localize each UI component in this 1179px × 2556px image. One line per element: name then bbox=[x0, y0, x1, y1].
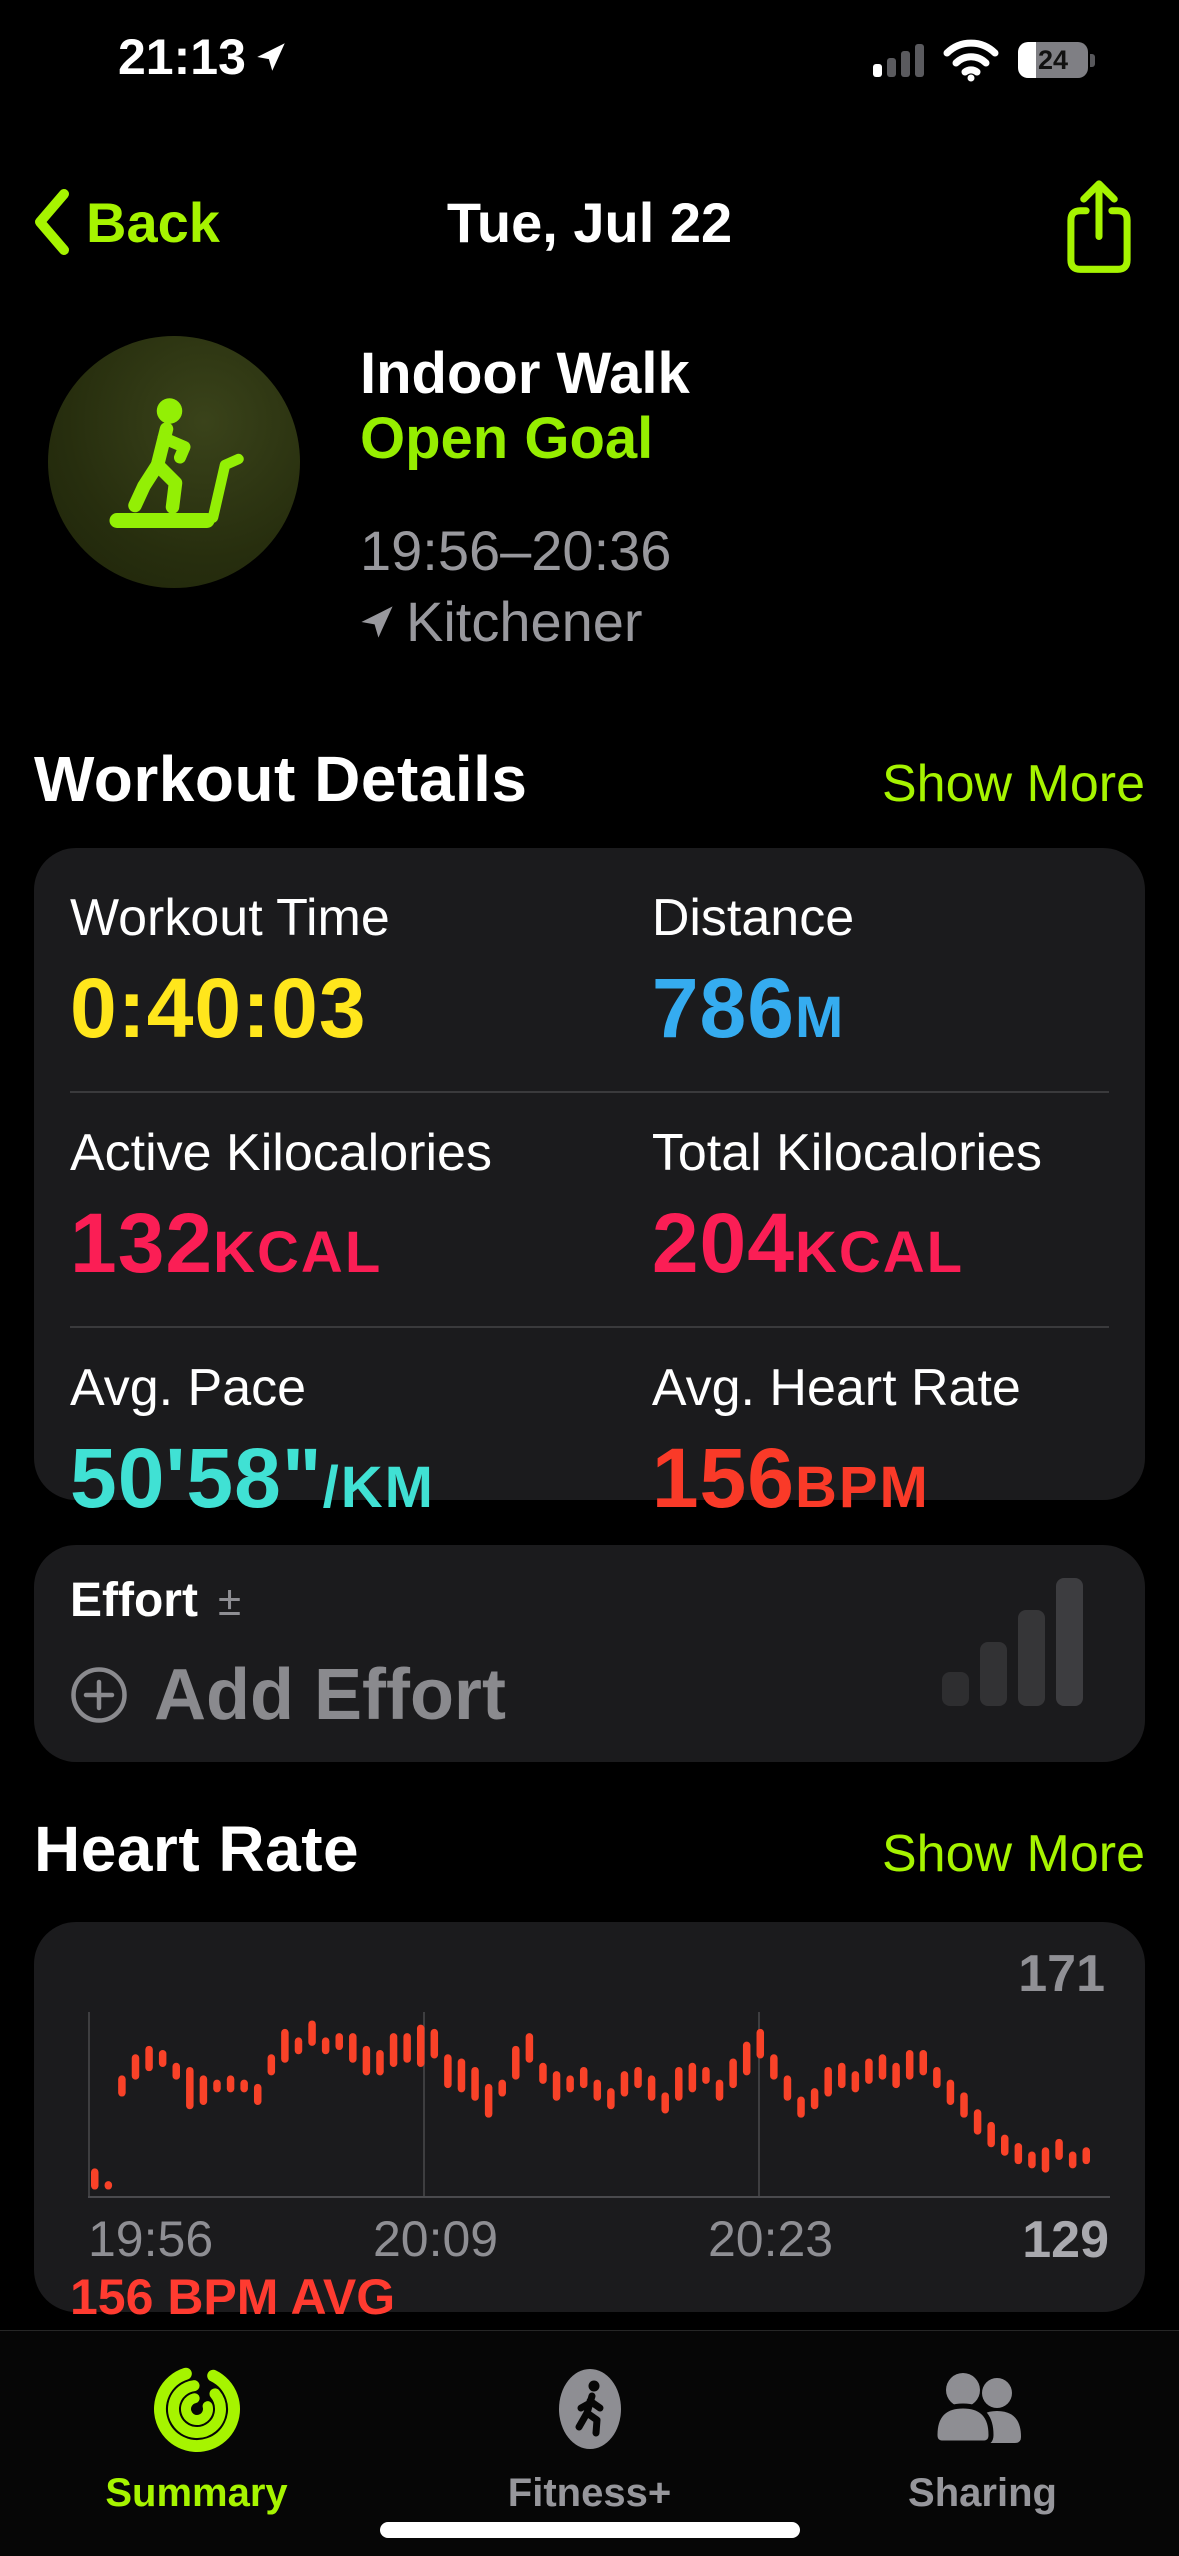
plus-circle-icon bbox=[71, 1667, 127, 1723]
gridline bbox=[423, 2012, 425, 2198]
heart-rate-header: Heart Rate Show More bbox=[34, 1812, 1145, 1886]
metric-workout-time: Workout Time 0:40:03 bbox=[70, 889, 390, 1055]
location-services-icon bbox=[257, 43, 285, 71]
tab-summary-label: Summary bbox=[105, 2471, 288, 2515]
location-arrow-icon bbox=[361, 606, 393, 638]
heart-rate-title: Heart Rate bbox=[34, 1813, 360, 1885]
back-label: Back bbox=[86, 190, 220, 254]
treadmill-walk-icon bbox=[109, 398, 244, 528]
wifi-icon bbox=[943, 39, 999, 82]
chevron-left-icon bbox=[35, 189, 69, 255]
workout-details-show-more[interactable]: Show More bbox=[882, 755, 1145, 813]
plus-minus-icon: ± bbox=[217, 1576, 242, 1624]
workout-details-card: Workout Time 0:40:03 Distance 786M Activ… bbox=[34, 848, 1145, 1525]
workout-time-range: 19:56–20:36 bbox=[360, 519, 672, 583]
tab-fitness-plus[interactable]: Fitness+ bbox=[393, 2331, 786, 2556]
status-time: 21:13 bbox=[118, 28, 286, 86]
fitness-plus-icon bbox=[558, 2369, 621, 2449]
heart-rate-max-label: 171 bbox=[1018, 1945, 1105, 2003]
gridline bbox=[88, 2012, 90, 2198]
tab-bar: Summary Fitness+ Shari bbox=[0, 2330, 1179, 2556]
clock-text: 21:13 bbox=[118, 29, 246, 85]
back-button[interactable]: Back bbox=[30, 186, 220, 258]
battery-percent: 24 bbox=[1037, 44, 1069, 75]
metric-total-kilocalories: Total Kilocalories 204KCAL bbox=[651, 1124, 1043, 1290]
metric-avg-pace: Avg. Pace 50'58"/KM bbox=[70, 1359, 435, 1525]
location-name: Kitchener bbox=[406, 590, 643, 654]
x-tick: 19:56 bbox=[88, 2211, 214, 2267]
heart-rate-avg-label: 156 BPM AVG bbox=[70, 2269, 396, 2325]
tab-sharing-label: Sharing bbox=[908, 2471, 1057, 2515]
cellular-signal-icon bbox=[873, 43, 924, 77]
x-tick: 20:23 bbox=[707, 2211, 834, 2267]
metric-distance: Distance 786M bbox=[651, 889, 855, 1055]
chart-x-axis: 19:56 20:09 20:23 bbox=[34, 2210, 1145, 2267]
home-indicator[interactable] bbox=[379, 2522, 800, 2538]
battery-icon: 24 bbox=[1018, 42, 1095, 78]
status-bar: 21:13 24 bbox=[0, 0, 1179, 120]
tab-fitness-plus-label: Fitness+ bbox=[507, 2471, 672, 2515]
chart-baseline bbox=[88, 2196, 1110, 2198]
status-icons: 24 bbox=[873, 38, 1095, 82]
share-button[interactable] bbox=[1061, 178, 1137, 274]
add-effort-label: Add Effort bbox=[154, 1655, 506, 1735]
heart-rate-card[interactable]: 171 19:56 20:09 20:23 129 156 BPM AVG bbox=[34, 1922, 1145, 2325]
heart-rate-bars bbox=[91, 2020, 1090, 2190]
tab-sharing[interactable]: Sharing bbox=[786, 2331, 1179, 2556]
effort-title: Effort bbox=[70, 1574, 198, 1627]
heart-rate-show-more[interactable]: Show More bbox=[882, 1825, 1145, 1883]
add-effort-button[interactable]: Add Effort bbox=[70, 1654, 1109, 1736]
effort-card[interactable]: Effort ± Add Effort bbox=[34, 1545, 1145, 1762]
share-icon bbox=[1067, 180, 1131, 273]
metric-avg-heart-rate: Avg. Heart Rate 156BPM bbox=[651, 1359, 1021, 1525]
page-title: Tue, Jul 22 bbox=[446, 191, 733, 254]
x-tick: 20:09 bbox=[372, 2211, 499, 2267]
gridline bbox=[758, 2012, 760, 2198]
workout-goal: Open Goal bbox=[360, 405, 654, 471]
workout-details-title: Workout Details bbox=[34, 743, 528, 815]
workout-details-header: Workout Details Show More bbox=[34, 742, 1145, 816]
battery-fill bbox=[1018, 42, 1037, 78]
activity-rings-icon bbox=[153, 2366, 240, 2452]
workout-location: Kitchener bbox=[360, 589, 690, 654]
workout-activity-name: Indoor Walk bbox=[360, 341, 690, 406]
workout-type-badge bbox=[48, 336, 300, 588]
heart-rate-chart bbox=[88, 2012, 1093, 2198]
heart-rate-min-label: 129 bbox=[1022, 2211, 1109, 2269]
nav-bar: Back Tue, Jul 22 bbox=[0, 178, 1179, 288]
people-sharing-icon bbox=[931, 2373, 1021, 2446]
tab-summary[interactable]: Summary bbox=[0, 2331, 393, 2556]
metric-active-kilocalories: Active Kilocalories 132KCAL bbox=[70, 1124, 492, 1290]
effort-bars-icon bbox=[942, 1578, 1083, 1706]
